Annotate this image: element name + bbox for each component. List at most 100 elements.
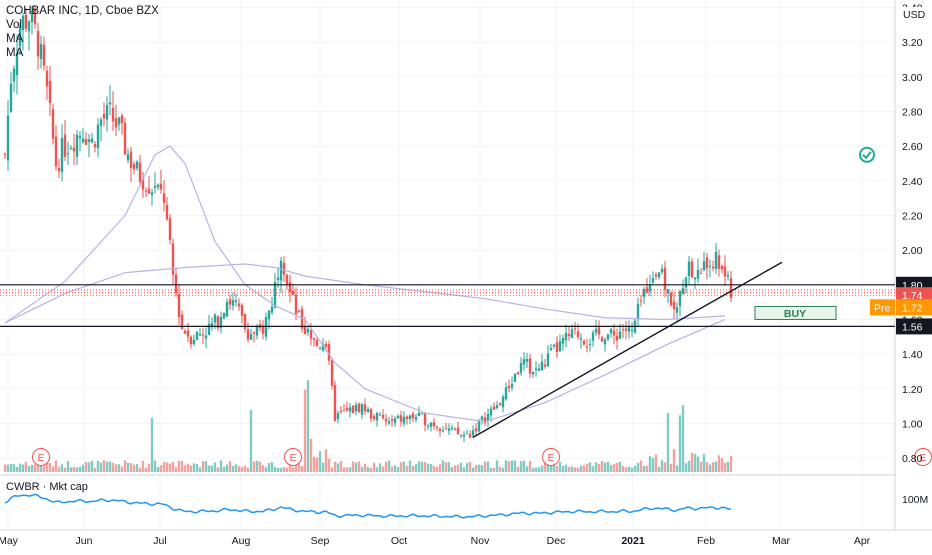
candle-body	[294, 294, 298, 314]
volume-bar	[30, 464, 34, 472]
candle-body	[702, 261, 706, 271]
candle-body	[588, 343, 592, 345]
volume-bar	[729, 456, 733, 472]
candle-body	[318, 347, 322, 349]
volume-bar	[600, 460, 604, 472]
candle-body	[693, 277, 697, 280]
volume-bar	[144, 467, 148, 472]
volume-bar	[105, 461, 109, 472]
candle-body	[540, 361, 544, 371]
candle-body	[327, 343, 331, 361]
volume-bar	[711, 462, 715, 472]
volume-bar	[642, 465, 646, 472]
x-tick-label: Apr	[854, 535, 871, 547]
candle-body	[303, 325, 307, 335]
candle-body	[234, 300, 238, 303]
y-tick-label: 3.20	[902, 37, 923, 49]
candle-body	[624, 328, 628, 331]
candle-body	[549, 348, 553, 351]
volume-bar	[306, 380, 310, 472]
candle-body	[162, 193, 166, 203]
earnings-label: E	[290, 453, 297, 464]
candle-body	[531, 371, 535, 375]
volume-bar	[693, 453, 697, 472]
volume-bar	[543, 461, 547, 472]
candle-body	[33, 8, 37, 25]
candle-body	[249, 333, 253, 340]
candle-body	[339, 410, 343, 412]
candle-body	[543, 364, 547, 367]
volume-bar	[558, 461, 562, 472]
candle-body	[450, 427, 454, 430]
candle-body	[87, 139, 91, 142]
volume-bar	[321, 462, 325, 472]
volume-bar	[654, 454, 658, 472]
candle-body	[387, 421, 391, 424]
market-cap-line	[4, 493, 732, 519]
volume-bar	[117, 464, 121, 472]
volume-bar	[324, 449, 328, 472]
volume-bar	[351, 461, 355, 472]
candle-body	[216, 316, 220, 328]
price-tag-label: 1.72	[902, 302, 923, 314]
candle-body	[687, 261, 691, 277]
volume-bar	[381, 466, 385, 472]
volume-bar	[522, 460, 526, 472]
volume-bar	[639, 460, 643, 472]
volume-bar	[546, 464, 550, 472]
volume-bar	[627, 466, 631, 472]
volume-bar	[375, 467, 379, 472]
volume-bar	[237, 466, 241, 472]
candle-body	[507, 386, 511, 389]
candle-body	[174, 274, 178, 293]
volume-bar	[18, 463, 22, 472]
candle-body	[72, 147, 76, 152]
candle-body	[198, 334, 202, 336]
volume-bar	[663, 462, 667, 472]
volume-bar	[276, 467, 280, 472]
volume-bar	[195, 464, 199, 472]
y-tick-label: 0.80	[902, 453, 923, 465]
indicator-axis-label: 100M	[902, 494, 928, 506]
candle-body	[360, 404, 364, 415]
candle-body	[615, 335, 619, 341]
earnings-label: E	[548, 453, 555, 464]
volume-bar	[372, 462, 376, 472]
candle-body	[309, 330, 313, 339]
volume-bar	[414, 464, 418, 472]
volume-bar	[282, 467, 286, 472]
candle-body	[168, 218, 172, 241]
volume-bar	[156, 466, 160, 472]
candle-body	[663, 267, 667, 290]
check-icon[interactable]	[859, 146, 875, 163]
volume-bar	[108, 461, 112, 472]
volume-bar	[489, 467, 493, 472]
earnings-marker[interactable]	[32, 448, 50, 466]
volume-bar	[591, 466, 595, 472]
candle-body	[423, 413, 427, 426]
check-icon-mark	[862, 151, 872, 160]
buy-box[interactable]	[754, 305, 837, 320]
earnings-marker[interactable]	[542, 448, 560, 466]
volume-bar	[612, 464, 616, 472]
volume-bar	[705, 462, 709, 472]
candle-body	[465, 433, 469, 435]
volume-bar	[378, 463, 382, 472]
candle-body	[357, 403, 361, 413]
candle-body	[201, 334, 205, 336]
trendline[interactable]	[472, 261, 783, 438]
volume-bar	[291, 466, 295, 472]
candle-body	[3, 154, 7, 156]
candle-body	[582, 340, 586, 345]
earnings-marker[interactable]	[284, 448, 302, 466]
candle-body	[618, 331, 622, 339]
volume-bar	[660, 460, 664, 472]
candle-body	[261, 325, 265, 334]
volume-bar	[210, 465, 214, 472]
y-tick-label: 2.20	[902, 210, 923, 222]
volume-bar	[333, 461, 337, 472]
volume-bar	[444, 462, 448, 472]
volume-bar	[342, 467, 346, 472]
y-tick-label: 2.80	[902, 106, 923, 118]
